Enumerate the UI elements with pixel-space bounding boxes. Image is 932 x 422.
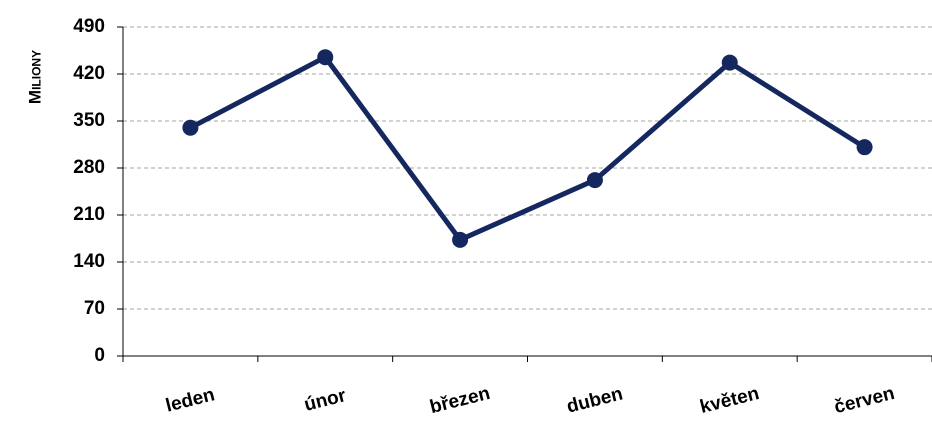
y-tick-label: 70 — [84, 298, 105, 319]
y-tick-label: 210 — [73, 204, 105, 225]
y-tick-label: 490 — [73, 16, 105, 37]
x-tick-label: květen — [698, 383, 761, 418]
y-tick-label: 280 — [73, 157, 105, 178]
x-tick-label: leden — [164, 384, 217, 416]
marker — [182, 119, 199, 136]
y-tick-label: 140 — [73, 251, 105, 272]
y-axis-label: Miliony — [25, 50, 44, 104]
line — [189, 54, 866, 243]
x-tick-label: červen — [832, 383, 897, 418]
marker — [452, 231, 469, 248]
x-tick-label: březen — [428, 383, 493, 418]
marker — [721, 54, 738, 71]
y-tick-label: 420 — [73, 63, 105, 84]
y-tick-label: 350 — [73, 110, 105, 131]
x-tick-label: únor — [302, 385, 349, 416]
marker — [586, 172, 603, 189]
y-tick-label: 0 — [94, 345, 105, 366]
marker — [317, 49, 334, 66]
x-tick-label: duben — [565, 383, 625, 417]
marker — [856, 139, 873, 156]
